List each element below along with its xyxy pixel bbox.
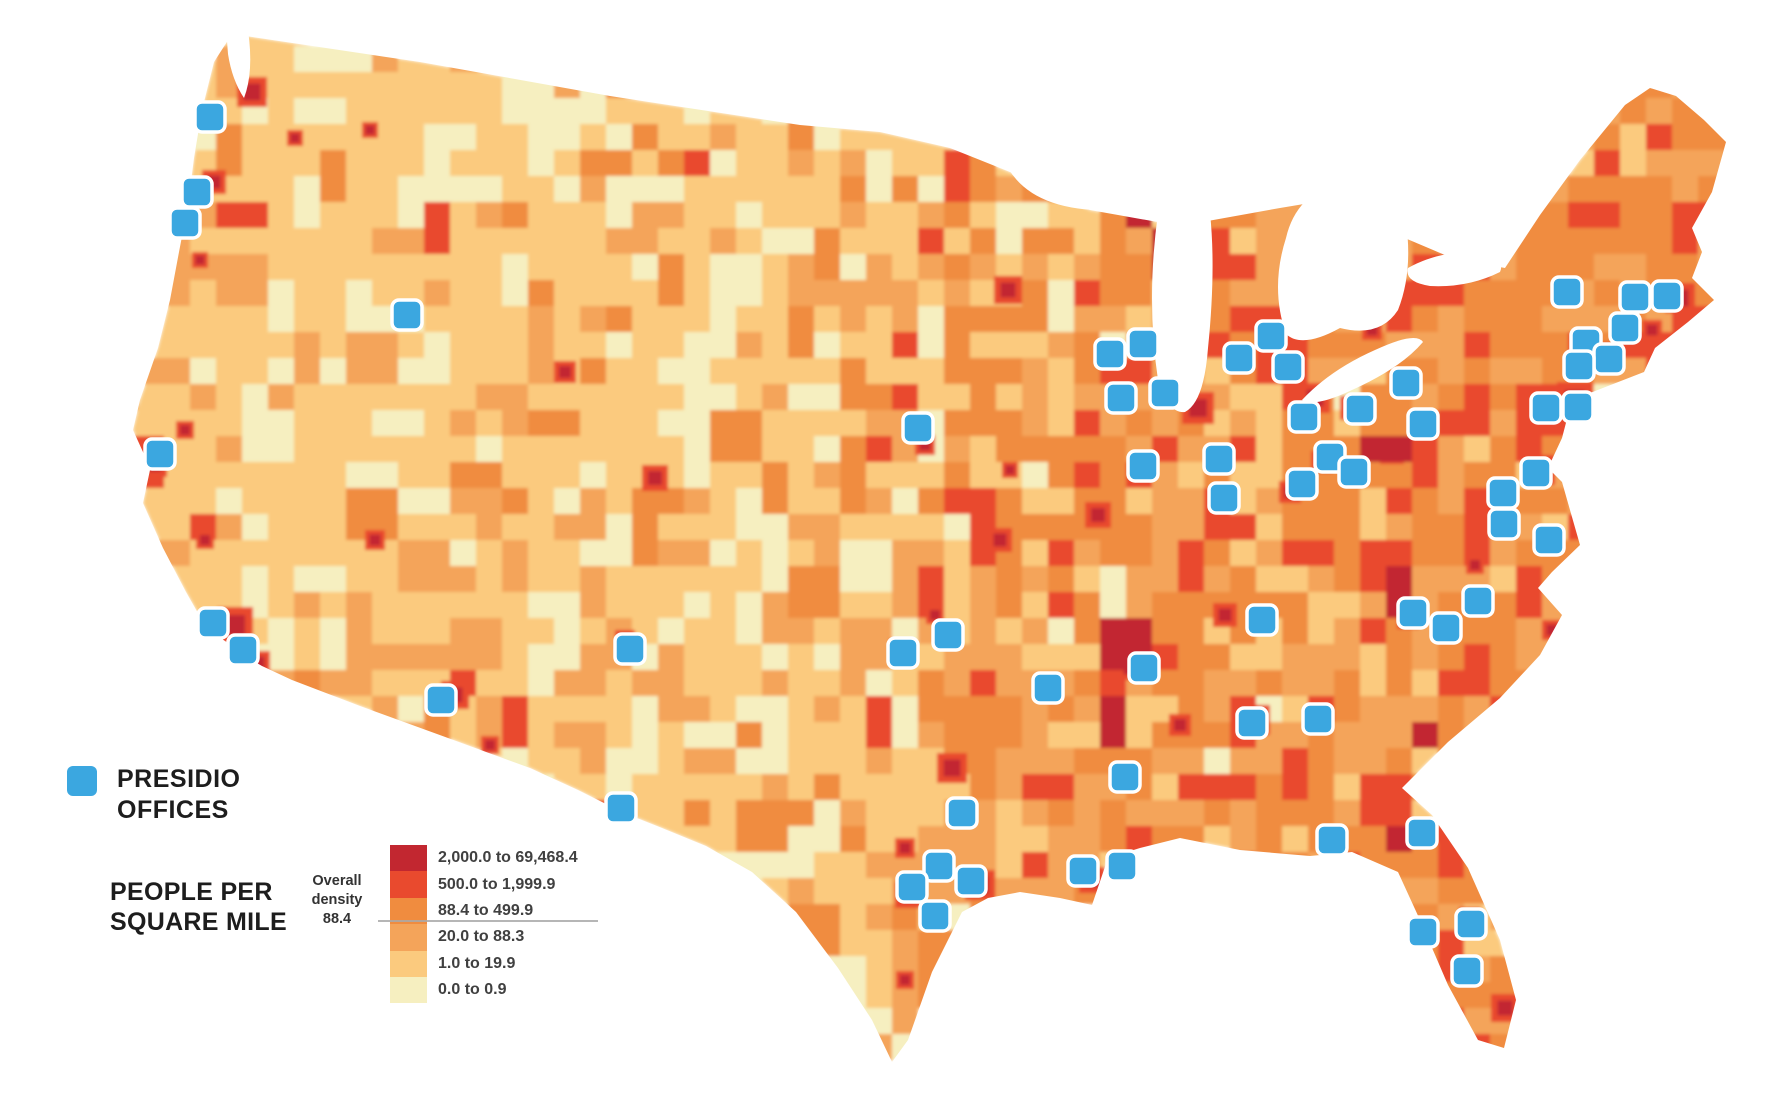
presidio-office-marker [1592,342,1626,376]
presidio-office-marker [1618,280,1652,314]
presidio-office-marker [1529,391,1563,425]
office-marker-legend-swatch [67,766,97,796]
presidio-office-marker [901,411,935,445]
legend-bin-label: 20.0 to 88.3 [438,928,525,946]
presidio-office-marker [196,606,230,640]
presidio-office-marker [918,899,952,933]
presidio-office-marker [1406,915,1440,949]
legend-bin-row: 500.0 to 1,999.9 [390,871,578,898]
great-lakes-water [226,28,1502,413]
legend-bin-row: 0.0 to 0.9 [390,976,578,1004]
presidio-office-marker [1127,651,1161,685]
presidio-office-marker [1108,760,1142,794]
legend-bin-label: 88.4 to 499.9 [438,901,534,919]
presidio-office-marker [193,100,227,134]
presidio-office-marker [604,791,638,825]
presidio-office-marker [1454,907,1488,941]
presidio-office-marker [1202,442,1236,476]
presidio-office-marker [1343,392,1377,426]
presidio-office-marker [1235,706,1269,740]
presidio-office-marker [226,633,260,667]
legend-bin-row: 20.0 to 88.3 [390,924,578,951]
presidio-office-marker [1148,376,1182,410]
legend-bin-swatch [390,897,427,925]
presidio-office-marker [1254,319,1288,353]
presidio-office-marker [1287,400,1321,434]
presidio-office-marker [1406,407,1440,441]
presidio-office-marker [390,298,424,332]
legend-bin-label: 0.0 to 0.9 [438,981,507,999]
legend-bin-swatch [390,950,427,977]
presidio-office-marker [945,796,979,830]
legend-bin-row: 1.0 to 19.9 [390,950,578,977]
legend-bin-label: 1.0 to 19.9 [438,954,516,972]
presidio-office-marker [931,618,965,652]
presidio-office-marker [1126,449,1160,483]
presidio-office-marker [168,206,202,240]
presidio-office-marker [424,683,458,717]
presidio-office-marker [1486,476,1520,510]
overall-density-label: Overall density 88.4 [311,873,363,927]
legend-bin-swatch [390,871,427,898]
presidio-office-marker [1396,596,1430,630]
density-legend-title-line2: SQUARE MILE [110,908,287,936]
presidio-office-marker [1285,467,1319,501]
presidio-office-marker [1066,854,1100,888]
legend-bin-row: 2,000.0 to 69,468.4 [390,845,578,872]
overall-density-divider-line [378,920,598,922]
legend-bin-swatch [390,976,427,1004]
legend-bin-row: 88.4 to 499.9 [390,897,578,925]
presidio-office-marker [1315,823,1349,857]
office-markers-layer [143,100,1684,988]
presidio-office-marker [1271,350,1305,384]
presidio-office-marker [1301,702,1335,736]
presidio-office-marker [1608,311,1642,345]
presidio-office-marker [1532,523,1566,557]
legend-bin-label: 500.0 to 1,999.9 [438,875,556,893]
presidio-office-marker [1650,279,1684,313]
presidio-office-marker [613,632,647,666]
presidio-office-marker [1519,456,1553,490]
presidio-office-marker [1093,337,1127,371]
legend-bin-swatch [390,924,427,951]
presidio-office-marker [1031,671,1065,705]
presidio-office-marker [922,849,956,883]
presidio-office-marker [143,437,177,471]
presidio-office-marker [1405,816,1439,850]
presidio-office-marker [1337,455,1371,489]
presidio-office-marker [1245,603,1279,637]
presidio-office-marker [1550,275,1584,309]
presidio-office-marker [1562,349,1596,383]
presidio-office-marker [1450,954,1484,988]
presidio-office-marker [1104,381,1138,415]
presidio-office-marker [1461,584,1495,618]
presidio-office-marker [1105,849,1139,883]
presidio-office-marker [1207,481,1241,515]
presidio-office-marker [1389,366,1423,400]
presidio-office-marker [1126,327,1160,361]
density-legend-title-line1: PEOPLE PER [110,878,273,906]
us-land-choropleth [133,34,1726,1062]
office-legend-label-line1: PRESIDIO [117,765,241,793]
presidio-office-marker [1429,611,1463,645]
presidio-office-marker [895,870,929,904]
presidio-office-marker [1561,390,1595,424]
density-legend-title: PEOPLE PER SQUARE MILE [110,877,287,937]
legend-bin-swatch [390,845,427,872]
presidio-office-marker [1487,507,1521,541]
office-legend-label-line2: OFFICES [117,795,229,824]
presidio-office-marker [954,864,988,898]
office-legend-label: PRESIDIO OFFICES [117,764,240,825]
presidio-office-marker [1222,341,1256,375]
presidio-office-marker [886,636,920,670]
density-legend-bins: 2,000.0 to 69,468.4 500.0 to 1,999.9 88.4 … [390,845,578,1004]
presidio-office-marker [180,175,214,209]
legend-bin-label: 2,000.0 to 69,468.4 [438,849,578,867]
